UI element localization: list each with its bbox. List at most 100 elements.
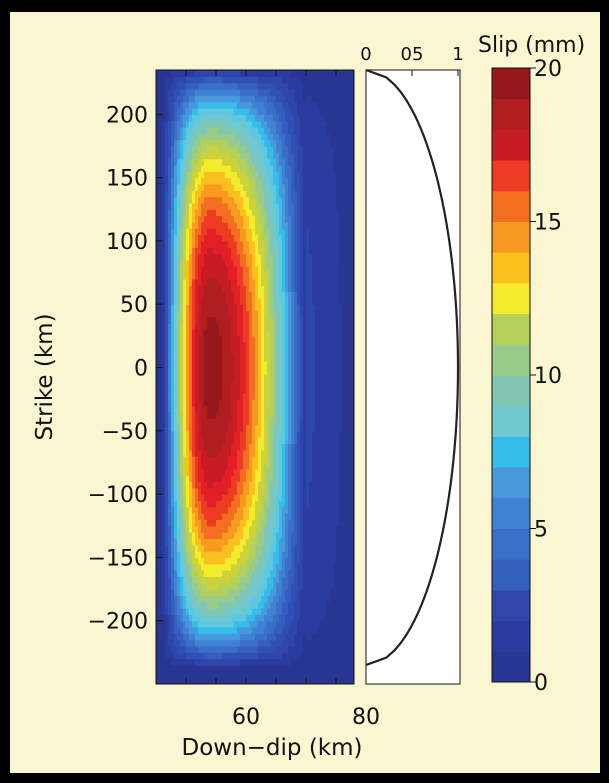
heatmap-cell (234, 620, 238, 628)
heatmap-cell (279, 462, 283, 470)
heatmap-cell (240, 494, 244, 502)
heatmap-cell (165, 342, 169, 350)
heatmap-cell (216, 354, 220, 362)
heatmap-cell (294, 665, 298, 672)
heatmap-cell (186, 171, 190, 179)
heatmap-cell (222, 639, 226, 647)
heatmap-cell (174, 658, 178, 666)
heatmap-cell (243, 500, 247, 508)
heatmap-cell (303, 329, 307, 337)
heatmap-cell (285, 171, 289, 179)
heatmap-cell (159, 342, 163, 350)
heatmap-cell (210, 82, 214, 90)
heatmap-cell (288, 595, 292, 603)
heatmap-cell (273, 392, 277, 400)
heatmap-cell (189, 443, 193, 451)
heatmap-cell (237, 82, 241, 90)
heatmap-cell (159, 658, 163, 666)
heatmap-cell (273, 468, 277, 476)
heatmap-cell (177, 589, 181, 596)
heatmap-cell (270, 158, 274, 166)
heatmap-cell (279, 240, 283, 248)
heatmap-cell (267, 234, 271, 242)
heatmap-cell (264, 620, 268, 628)
heatmap-cell (171, 164, 175, 172)
heatmap-cell (192, 487, 196, 495)
heatmap-cell (219, 386, 223, 394)
heatmap-cell (228, 481, 232, 489)
heatmap-cell (201, 247, 205, 255)
heatmap-cell (246, 614, 250, 622)
heatmap-cell (270, 424, 274, 432)
heatmap-cell (261, 563, 265, 571)
heatmap-cell (186, 82, 190, 90)
heatmap-cell (297, 361, 301, 369)
heatmap-cell (204, 608, 208, 615)
heatmap-cell (270, 386, 274, 394)
heatmap-cell (234, 196, 238, 204)
heatmap-cell (201, 145, 205, 153)
heatmap-cell (291, 120, 295, 128)
heatmap-cell (288, 563, 292, 571)
heatmap-cell (309, 386, 313, 394)
heatmap-cell (309, 475, 313, 483)
heatmap-cell (228, 316, 232, 324)
heatmap-cell (162, 202, 166, 210)
heatmap-cell (285, 386, 289, 394)
heatmap-cell (189, 76, 193, 84)
heatmap-cell (174, 437, 178, 445)
heatmap-cell (246, 107, 250, 115)
heatmap-cell (219, 183, 223, 191)
heatmap-cell (171, 361, 175, 369)
heatmap-cell (168, 335, 172, 343)
heatmap-cell (192, 221, 196, 229)
heatmap-cell (255, 544, 259, 552)
heatmap-cell (213, 234, 217, 242)
heatmap-cell (309, 633, 313, 641)
heatmap-cell (189, 171, 193, 179)
heatmap-cell (213, 462, 217, 470)
heatmap-cell (231, 152, 235, 160)
heatmap-cell (309, 500, 313, 508)
heatmap-cell (195, 348, 199, 356)
heatmap-cell (228, 652, 232, 660)
heatmap-cell (303, 266, 307, 274)
heatmap-cell (243, 253, 247, 261)
heatmap-cell (213, 361, 217, 369)
heatmap-cell (270, 677, 274, 684)
heatmap-cell (264, 164, 268, 172)
heatmap-cell (216, 494, 220, 502)
heatmap-cell (186, 456, 190, 464)
heatmap-cell (201, 386, 205, 394)
heatmap-cell (282, 95, 286, 103)
heatmap-cell (273, 82, 277, 90)
heatmap-cell (255, 405, 259, 413)
heatmap-cell (234, 519, 238, 527)
heatmap-cell (279, 253, 283, 261)
heatmap-cell (210, 652, 214, 660)
heatmap-cell (252, 494, 256, 502)
heatmap-cell (246, 348, 250, 356)
heatmap-cell (270, 392, 274, 400)
heatmap-cell (204, 202, 208, 210)
heatmap-cell (177, 494, 181, 502)
heatmap-cell (300, 266, 304, 274)
heatmap-cell (213, 373, 217, 381)
heatmap-cell (207, 386, 211, 394)
heatmap-cell (201, 506, 205, 514)
heatmap-cell (246, 291, 250, 299)
heatmap-cell (234, 639, 238, 647)
heatmap-cell (306, 323, 310, 331)
heatmap-cell (219, 437, 223, 445)
heatmap-cell (270, 443, 274, 451)
heatmap-cell (180, 133, 184, 141)
heatmap-cell (297, 646, 301, 653)
heatmap-cell (177, 354, 181, 362)
heatmap-cell (186, 240, 190, 248)
heatmap-cell (255, 386, 259, 394)
heatmap-cell (306, 646, 310, 653)
heatmap-cell (267, 354, 271, 362)
heatmap-cell (210, 614, 214, 622)
heatmap-cell (255, 88, 259, 96)
heatmap-cell (210, 449, 214, 457)
